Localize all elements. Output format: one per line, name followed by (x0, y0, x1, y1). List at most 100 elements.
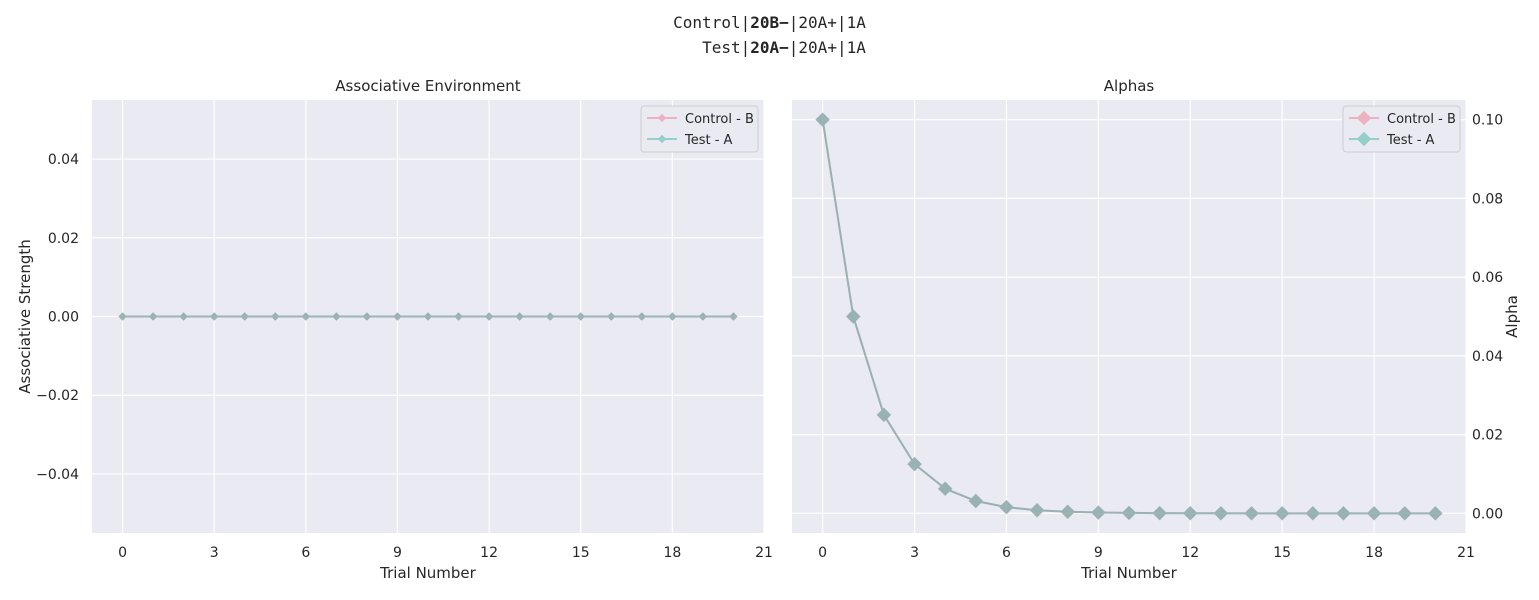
panel1-data-point (545, 312, 555, 321)
panel2-data-point (1428, 506, 1443, 521)
panel1-x-tick-label: 15 (572, 545, 590, 561)
panel1-data-point (332, 312, 341, 321)
panel1-data-point (179, 312, 188, 321)
panel1-legend-label: Test - A (684, 133, 733, 148)
suptitle-line-control: Control|20B−|20A+|1A (0, 10, 1539, 35)
panel2-data-point (937, 481, 953, 496)
panel2-data-point (1213, 506, 1229, 521)
panel1-x-tick-label: 12 (480, 545, 498, 561)
panel1-legend-marker (657, 134, 667, 144)
panel1-y-tick-label: 0.00 (48, 310, 79, 326)
suptitle-test-dash: − (779, 38, 789, 57)
panel2-data-point (876, 407, 892, 423)
panel2-data-point (846, 309, 861, 324)
panel2-y-tick-label: 0.02 (1472, 428, 1503, 444)
panel2-y-tick-label: 0.10 (1472, 113, 1503, 129)
panel2-x-tick-label: 18 (1365, 545, 1383, 561)
panel1-data-point (240, 312, 249, 321)
panel1-x-tick-label: 21 (755, 545, 773, 561)
panel2-data-point (815, 112, 830, 127)
panel2-y-tick-label: 0.04 (1472, 349, 1503, 365)
panel2-y-axis-label: Alpha (1503, 295, 1521, 338)
suptitle-test-bold: 20A (750, 38, 780, 57)
panel2-x-tick-label: 9 (1094, 545, 1103, 561)
panel2-legend-marker (1356, 131, 1372, 147)
panel1-x-tick-label: 6 (301, 545, 310, 561)
panel2-data-point (1091, 505, 1106, 520)
suptitle-control-dash: − (779, 13, 789, 32)
panel2-data-point (1121, 505, 1137, 521)
panel1-data-point (393, 312, 402, 321)
panel1-x-tick-label: 0 (118, 545, 127, 561)
panel1-legend-marker (657, 113, 667, 123)
panel2-data-point (1029, 503, 1045, 518)
panel1-data-point (729, 312, 738, 321)
panel2-x-tick-label: 21 (1457, 545, 1475, 561)
panel1-data-point (454, 312, 463, 321)
panel2-data-point (1305, 506, 1321, 521)
panel1-data-point (209, 312, 219, 321)
panel1-data-point (637, 312, 647, 321)
panel2-x-tick-label: 0 (818, 545, 827, 561)
panel2-data-point (1336, 506, 1351, 521)
panel1-y-tick-label: 0.02 (48, 231, 79, 247)
panel1-data-point (271, 312, 280, 321)
panel1-data-point (362, 312, 372, 321)
panel2-x-tick-label: 3 (910, 545, 919, 561)
panel1-data-point (698, 312, 708, 321)
panel1-x-axis-label: Trial Number (379, 564, 477, 582)
panel1-legend-swatch (647, 134, 677, 144)
panel2-title: Alphas (1104, 77, 1155, 95)
panel1-x-tick-label: 3 (210, 545, 219, 561)
panel1-data-point (607, 312, 616, 321)
panel2-data-point (1183, 506, 1198, 521)
suptitle-test-suffix: |20A+|1A (788, 38, 866, 57)
panel2-data-point (1244, 506, 1259, 521)
panel2-data-point (1060, 504, 1075, 519)
panel1-data-point (118, 312, 127, 321)
panel1-data-point (576, 312, 585, 321)
panel2-legend-swatch (1349, 110, 1379, 126)
panel1-series-test (118, 312, 738, 321)
suptitle-test-prefix: Test| (702, 38, 751, 57)
suptitle-control-bold: 20B (750, 13, 780, 32)
panel2-y-tick-label: 0.00 (1472, 506, 1503, 522)
panel1-y-tick-label: −0.02 (36, 388, 79, 404)
panel2-data-point (999, 499, 1014, 515)
panel1-data-point (515, 312, 524, 321)
panel2-data-point (968, 493, 984, 509)
panel2-x-tick-label: 6 (1002, 545, 1011, 561)
panel1-title: Associative Environment (335, 77, 520, 95)
panel2-legend-swatch (1349, 131, 1379, 147)
panel2-data-point (1152, 505, 1167, 521)
panel2-y-tick-label: 0.08 (1472, 191, 1503, 207)
panel2-data-point (1366, 506, 1382, 521)
panel1-x-tick-label: 18 (663, 545, 681, 561)
panel1-data-point (423, 312, 433, 321)
panel1-x-tick-label: 9 (393, 545, 402, 561)
panel2-series-test (815, 112, 1443, 521)
panel2-legend-label: Test - A (1386, 133, 1435, 148)
panel2-data-point (907, 456, 922, 472)
panel1-y-axis-label: Associative Strength (16, 239, 34, 393)
panel1-y-tick-label: 0.04 (48, 152, 79, 168)
panel2-data-point (1274, 506, 1290, 521)
panel2-legend-marker (1356, 110, 1372, 126)
panel2-legend-label: Control - B (1387, 112, 1456, 127)
panel1-y-tick-label: −0.04 (36, 467, 79, 483)
panel2-plot-area (792, 100, 1466, 533)
panel1-legend-label: Control - B (685, 112, 754, 127)
panel1-data-point (301, 312, 311, 321)
suptitle-control-suffix: |20A+|1A (788, 13, 866, 32)
panel2-x-tick-label: 12 (1181, 545, 1199, 561)
panel2-x-tick-label: 15 (1273, 545, 1291, 561)
suptitle-line-test: Test|20A−|20A+|1A (0, 35, 1539, 60)
suptitle-control-prefix: Control| (673, 13, 751, 32)
panel2-data-point (1397, 506, 1412, 521)
panel1-legend-swatch (647, 113, 677, 123)
panel2-x-axis-label: Trial Number (1080, 564, 1178, 582)
figure-suptitle: Control|20B−|20A+|1A Test|20A−|20A+|1A (0, 10, 1539, 60)
panel2-y-tick-label: 0.06 (1472, 270, 1503, 286)
panel1-data-point (484, 312, 494, 321)
